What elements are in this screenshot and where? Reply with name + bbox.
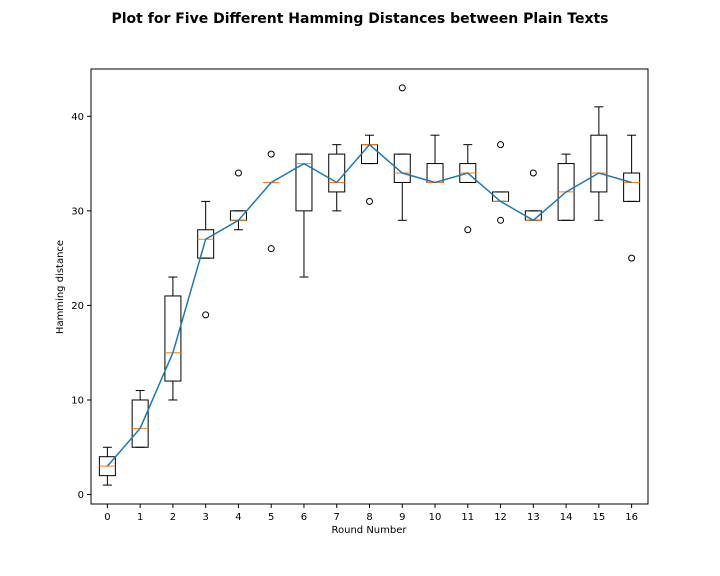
x-axis-label: Round Number <box>332 525 408 536</box>
x-tick-label: 13 <box>527 512 540 523</box>
x-tick-label: 2 <box>170 512 176 523</box>
chart-title: Plot for Five Different Hamming Distance… <box>112 11 609 27</box>
outlier-point <box>267 245 275 253</box>
x-tick-label: 8 <box>366 512 372 523</box>
x-tick-label: 14 <box>560 512 573 523</box>
box-iqr <box>328 153 346 193</box>
y-axis: 0 10 20 30 40 <box>71 112 91 501</box>
box-iqr <box>229 210 247 221</box>
box-group <box>459 144 477 234</box>
outlier-point <box>497 141 505 149</box>
box-group <box>393 84 411 221</box>
box-group <box>524 169 542 221</box>
outlier-point <box>529 169 537 177</box>
x-tick-label: 11 <box>461 512 474 523</box>
box-group <box>131 390 149 448</box>
y-tick-label: 10 <box>71 395 84 406</box>
box-iqr <box>131 399 149 448</box>
box-group <box>426 134 444 183</box>
x-axis: 0 1 2 3 4 5 6 7 8 9 10 11 12 13 14 15 16 <box>104 504 638 523</box>
box-iqr <box>393 153 411 183</box>
outlier-point <box>464 226 472 234</box>
x-tick-label: 3 <box>202 512 208 523</box>
y-tick-label: 40 <box>71 112 84 123</box>
x-tick-label: 12 <box>494 512 507 523</box>
x-tick-label: 9 <box>399 512 405 523</box>
box-iqr <box>295 153 313 212</box>
x-tick-label: 4 <box>235 512 241 523</box>
y-tick-label: 30 <box>71 206 84 217</box>
outlier-point <box>628 254 636 262</box>
outlier-point <box>234 169 242 177</box>
median-trend-line <box>106 143 632 467</box>
box-group <box>623 134 641 262</box>
axes-frame <box>90 68 649 505</box>
box-group <box>164 276 182 401</box>
box-iqr <box>590 134 608 193</box>
box-group <box>295 153 313 278</box>
outlier-point <box>202 311 210 319</box>
x-tick-label: 10 <box>429 512 442 523</box>
box-iqr <box>197 229 215 259</box>
y-tick-label: 20 <box>71 301 84 312</box>
x-tick-label: 15 <box>592 512 605 523</box>
box-iqr <box>361 144 378 165</box>
box-group <box>98 446 116 486</box>
x-tick-label: 6 <box>301 512 307 523</box>
y-tick-label: 0 <box>78 490 84 501</box>
box-iqr <box>623 172 641 202</box>
box-group <box>492 141 510 224</box>
y-axis-label: Hamming distance <box>55 240 66 334</box>
plot-area <box>98 84 641 486</box>
outlier-point <box>398 84 406 92</box>
box-iqr <box>164 295 182 382</box>
box-group <box>263 150 280 253</box>
box-group <box>557 153 575 221</box>
x-tick-label: 7 <box>334 512 340 523</box>
box-group <box>328 144 346 212</box>
outlier-point <box>267 150 275 158</box>
outlier-point <box>497 216 505 224</box>
outlier-point <box>366 197 373 205</box>
box-group <box>590 106 608 221</box>
x-tick-label: 1 <box>137 512 143 523</box>
box-iqr <box>426 163 444 183</box>
x-tick-label: 5 <box>268 512 274 523</box>
x-tick-label: 0 <box>104 512 110 523</box>
x-tick-label: 16 <box>625 512 638 523</box>
